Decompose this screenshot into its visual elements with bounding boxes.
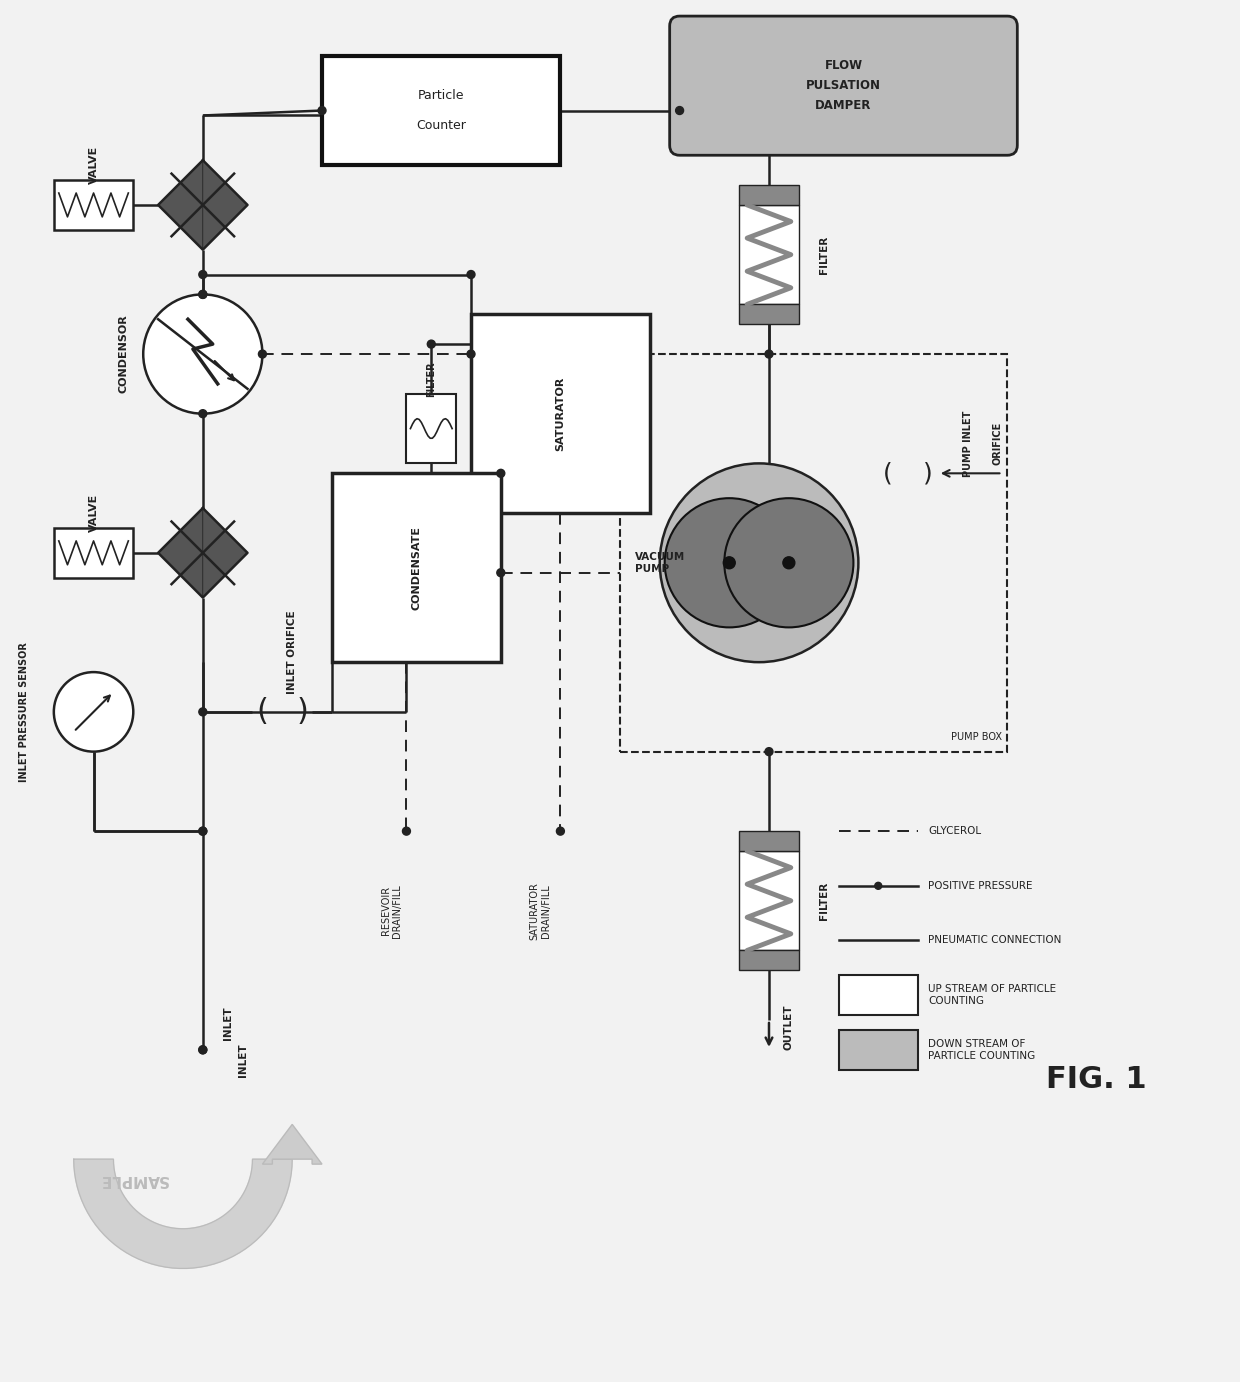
Bar xyxy=(53,180,133,229)
Text: DOWN STREAM OF
PARTICLE COUNTING: DOWN STREAM OF PARTICLE COUNTING xyxy=(928,1039,1035,1060)
Circle shape xyxy=(258,350,267,358)
Circle shape xyxy=(198,271,207,279)
Circle shape xyxy=(724,498,853,627)
Text: INLET: INLET xyxy=(238,1043,248,1077)
Text: CONDENSATE: CONDENSATE xyxy=(412,525,422,609)
Text: (: ( xyxy=(883,462,893,485)
Text: VALVE: VALVE xyxy=(88,146,98,184)
Text: VACUUM
PUMP: VACUUM PUMP xyxy=(635,551,686,574)
Circle shape xyxy=(467,350,475,358)
Circle shape xyxy=(765,350,773,358)
Bar xyxy=(322,55,560,166)
Text: DAMPER: DAMPER xyxy=(816,100,872,112)
Text: PNEUMATIC CONNECTION: PNEUMATIC CONNECTION xyxy=(928,936,1061,945)
Text: UP STREAM OF PARTICLE
COUNTING: UP STREAM OF PARTICLE COUNTING xyxy=(928,984,1056,1006)
Bar xyxy=(838,1030,918,1070)
Bar xyxy=(407,394,456,463)
Text: FILTER: FILTER xyxy=(818,882,828,920)
Text: GLYCEROL: GLYCEROL xyxy=(928,826,981,836)
Circle shape xyxy=(198,1046,207,1054)
Bar xyxy=(53,528,133,578)
Circle shape xyxy=(665,498,794,627)
Bar xyxy=(739,951,799,970)
Text: OUTLET: OUTLET xyxy=(784,1005,794,1050)
Circle shape xyxy=(723,557,735,569)
Polygon shape xyxy=(159,160,203,250)
Text: INLET: INLET xyxy=(223,1006,233,1039)
Text: Particle: Particle xyxy=(418,88,465,102)
Text: CONDENSOR: CONDENSOR xyxy=(118,315,129,394)
Polygon shape xyxy=(203,509,248,597)
Text: RESEVOIR
DRAIN/FILL: RESEVOIR DRAIN/FILL xyxy=(381,884,402,937)
Text: SAMPLE: SAMPLE xyxy=(99,1172,167,1187)
Circle shape xyxy=(144,294,263,413)
Text: SATURATOR
DRAIN/FILL: SATURATOR DRAIN/FILL xyxy=(529,882,552,940)
Text: SATURATOR: SATURATOR xyxy=(556,376,565,451)
Circle shape xyxy=(467,271,475,279)
Bar xyxy=(739,304,799,325)
Circle shape xyxy=(428,340,435,348)
Circle shape xyxy=(660,463,858,662)
Circle shape xyxy=(497,470,505,477)
Text: ): ) xyxy=(923,462,932,485)
Bar xyxy=(471,314,650,513)
Circle shape xyxy=(198,828,207,835)
Circle shape xyxy=(198,708,207,716)
Text: ): ) xyxy=(296,698,308,727)
Circle shape xyxy=(198,290,207,299)
Polygon shape xyxy=(73,1159,293,1269)
Text: INLET PRESSURE SENSOR: INLET PRESSURE SENSOR xyxy=(19,641,29,782)
Text: FIG. 1: FIG. 1 xyxy=(1047,1066,1147,1095)
Circle shape xyxy=(497,569,505,576)
Circle shape xyxy=(765,748,773,756)
Circle shape xyxy=(198,1046,207,1054)
Bar xyxy=(739,851,799,951)
Bar xyxy=(739,185,799,205)
Bar xyxy=(838,976,918,1014)
Text: PULSATION: PULSATION xyxy=(806,79,880,93)
Bar xyxy=(620,354,1007,752)
FancyArrow shape xyxy=(263,1125,322,1164)
Text: ORIFICE: ORIFICE xyxy=(992,422,1002,466)
Circle shape xyxy=(198,409,207,417)
FancyBboxPatch shape xyxy=(670,17,1017,155)
Text: INLET ORIFICE: INLET ORIFICE xyxy=(288,611,298,694)
Bar xyxy=(332,473,501,662)
Text: (: ( xyxy=(257,698,268,727)
Polygon shape xyxy=(203,160,248,250)
Polygon shape xyxy=(159,509,203,597)
Bar xyxy=(739,831,799,851)
Circle shape xyxy=(782,557,795,569)
Text: PUMP INLET: PUMP INLET xyxy=(962,410,972,477)
Circle shape xyxy=(874,882,882,889)
Circle shape xyxy=(198,290,207,299)
Circle shape xyxy=(53,672,133,752)
Text: POSITIVE PRESSURE: POSITIVE PRESSURE xyxy=(928,880,1033,891)
Text: FILTER: FILTER xyxy=(818,235,828,274)
Text: FILTER: FILTER xyxy=(427,361,436,397)
Text: FLOW: FLOW xyxy=(825,59,863,72)
Circle shape xyxy=(676,106,683,115)
Bar xyxy=(739,205,799,304)
Circle shape xyxy=(557,828,564,835)
Text: PUMP BOX: PUMP BOX xyxy=(951,731,1002,742)
Circle shape xyxy=(403,828,410,835)
Circle shape xyxy=(317,106,326,115)
Circle shape xyxy=(198,828,207,835)
Text: Counter: Counter xyxy=(417,119,466,131)
Text: VALVE: VALVE xyxy=(88,493,98,532)
